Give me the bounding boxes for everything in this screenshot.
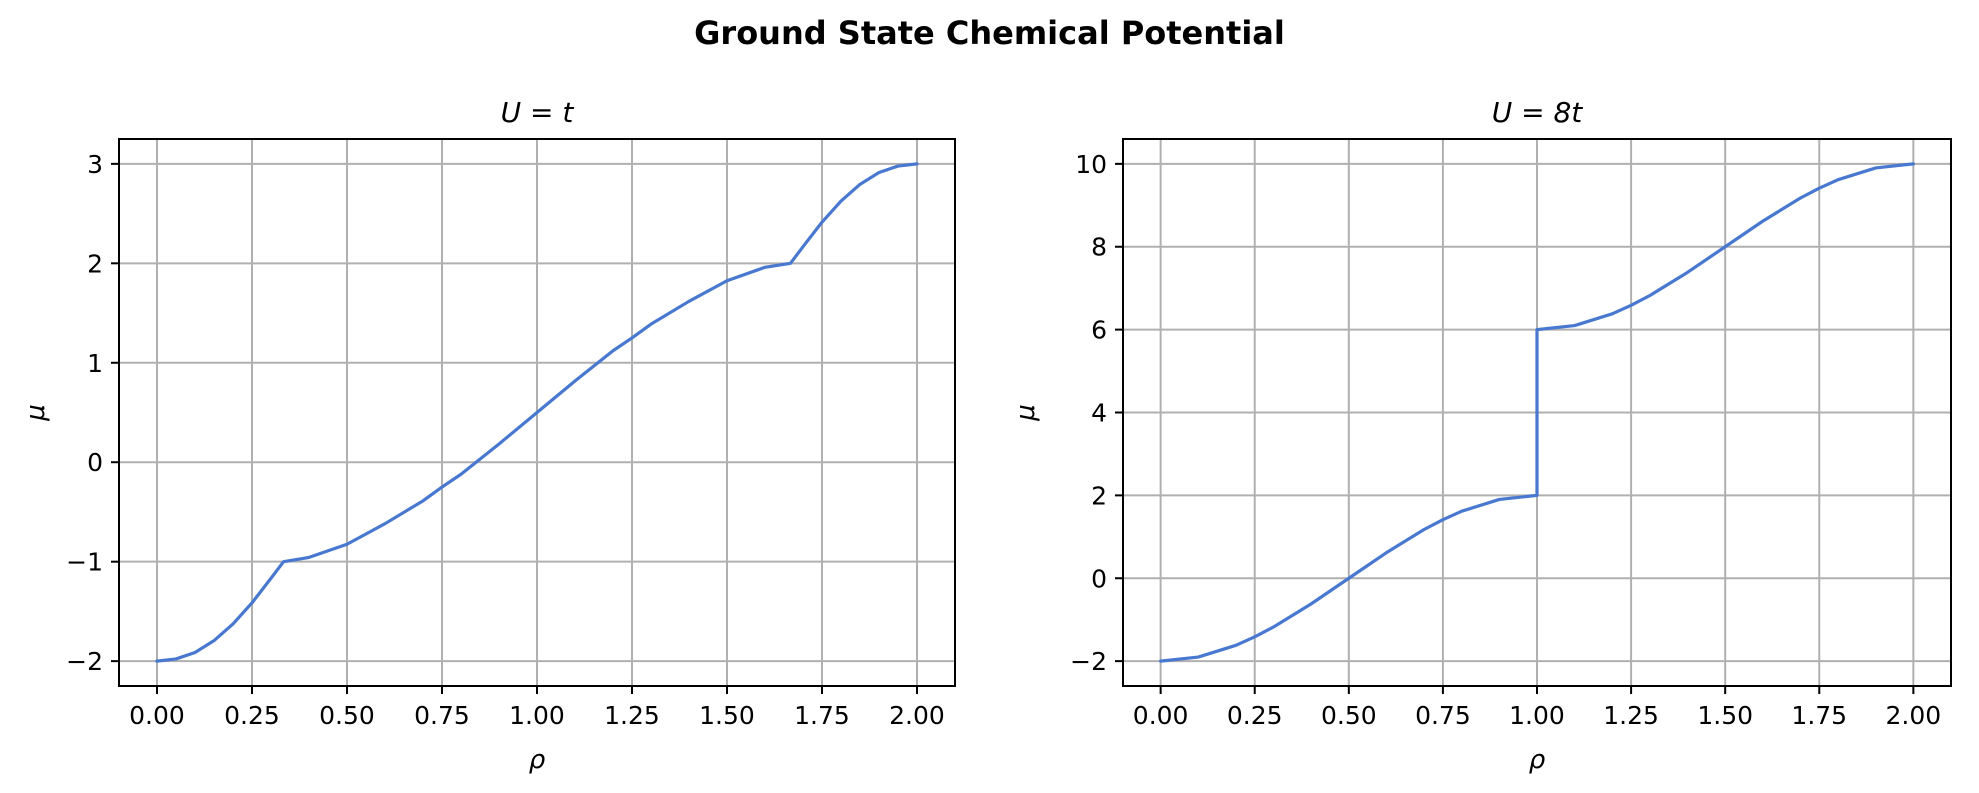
y-tick-label: 0 xyxy=(87,448,103,477)
x-tick-label: 1.00 xyxy=(509,701,565,730)
x-tick-label: 0.50 xyxy=(319,701,375,730)
y-tick-label: −2 xyxy=(1070,647,1107,676)
y-tick-label: 2 xyxy=(87,249,103,278)
y-tick-label: −1 xyxy=(66,548,103,577)
y-tick-label: 4 xyxy=(1091,399,1107,428)
grid xyxy=(119,139,955,686)
x-tick-label: 0.00 xyxy=(129,701,185,730)
x-tick-label: 1.25 xyxy=(604,701,660,730)
chart-u-equals-t: 0.00 0.25 0.50 0.75 1.00 1.25 1.50 1.75 2.00 −2 −1… xyxy=(21,96,956,775)
x-tick-label: 1.50 xyxy=(699,701,755,730)
x-tick-label: 0.25 xyxy=(1227,701,1283,730)
y-axis-label: μ xyxy=(1011,404,1041,422)
y-tick-label: −2 xyxy=(66,647,103,676)
x-tick-label: 0.75 xyxy=(414,701,470,730)
x-axis-label: ρ xyxy=(529,745,546,775)
y-tick-label: 10 xyxy=(1075,150,1107,179)
chart-title: U = t xyxy=(501,96,575,129)
y-tick-label: 3 xyxy=(87,150,103,179)
x-tick-label: 1.50 xyxy=(1697,701,1753,730)
x-tick-label: 0.00 xyxy=(1133,701,1189,730)
x-tick-label: 1.00 xyxy=(1509,701,1565,730)
series-line xyxy=(1159,162,1915,663)
y-tick-label: 0 xyxy=(1091,564,1107,593)
chart-title: U = 8t xyxy=(1492,96,1584,129)
y-tick-label: 2 xyxy=(1091,481,1107,510)
y-axis-label: μ xyxy=(21,404,51,422)
x-tick-label: 0.75 xyxy=(1415,701,1471,730)
figure-title: Ground State Chemical Potential xyxy=(694,14,1285,52)
x-tick-label: 1.25 xyxy=(1603,701,1659,730)
x-tick-label: 2.00 xyxy=(1886,701,1942,730)
y-tick-label: 8 xyxy=(1091,233,1107,262)
x-tick-label: 1.75 xyxy=(794,701,850,730)
x-tick-label: 0.25 xyxy=(224,701,280,730)
x-tick-label: 2.00 xyxy=(889,701,945,730)
y-tick-label: 6 xyxy=(1091,316,1107,345)
x-tick-label: 0.50 xyxy=(1321,701,1377,730)
chart-u-equals-8t: 0.00 0.25 0.50 0.75 1.00 1.25 1.50 1.75 2.00 −2 0 2… xyxy=(1011,96,1952,775)
y-tick-label: 1 xyxy=(87,349,103,378)
x-axis-label: ρ xyxy=(1529,745,1546,775)
x-tick-label: 1.75 xyxy=(1791,701,1847,730)
series-line xyxy=(155,162,919,663)
